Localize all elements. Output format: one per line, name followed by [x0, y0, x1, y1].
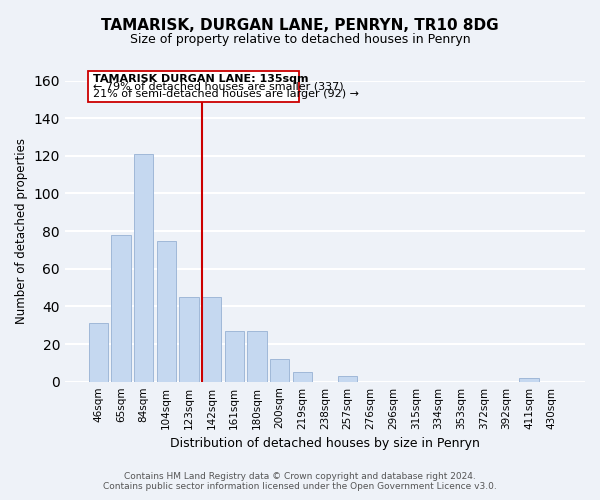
Bar: [247, 331, 266, 382]
FancyBboxPatch shape: [88, 71, 299, 102]
Text: Contains HM Land Registry data © Crown copyright and database right 2024.: Contains HM Land Registry data © Crown c…: [124, 472, 476, 481]
Bar: [111, 235, 131, 382]
Bar: [224, 331, 244, 382]
Text: Contains public sector information licensed under the Open Government Licence v3: Contains public sector information licen…: [103, 482, 497, 491]
Bar: [270, 359, 289, 382]
Text: Size of property relative to detached houses in Penryn: Size of property relative to detached ho…: [130, 32, 470, 46]
X-axis label: Distribution of detached houses by size in Penryn: Distribution of detached houses by size …: [170, 437, 480, 450]
Bar: [157, 240, 176, 382]
Bar: [179, 297, 199, 382]
Bar: [338, 376, 357, 382]
Text: 21% of semi-detached houses are larger (92) →: 21% of semi-detached houses are larger (…: [92, 89, 359, 99]
Bar: [89, 324, 108, 382]
Y-axis label: Number of detached properties: Number of detached properties: [15, 138, 28, 324]
Text: ← 79% of detached houses are smaller (337): ← 79% of detached houses are smaller (33…: [92, 82, 343, 92]
Text: TAMARISK DURGAN LANE: 135sqm: TAMARISK DURGAN LANE: 135sqm: [92, 74, 308, 84]
Text: TAMARISK, DURGAN LANE, PENRYN, TR10 8DG: TAMARISK, DURGAN LANE, PENRYN, TR10 8DG: [101, 18, 499, 32]
Bar: [202, 297, 221, 382]
Bar: [520, 378, 539, 382]
Bar: [293, 372, 312, 382]
Bar: [134, 154, 153, 382]
